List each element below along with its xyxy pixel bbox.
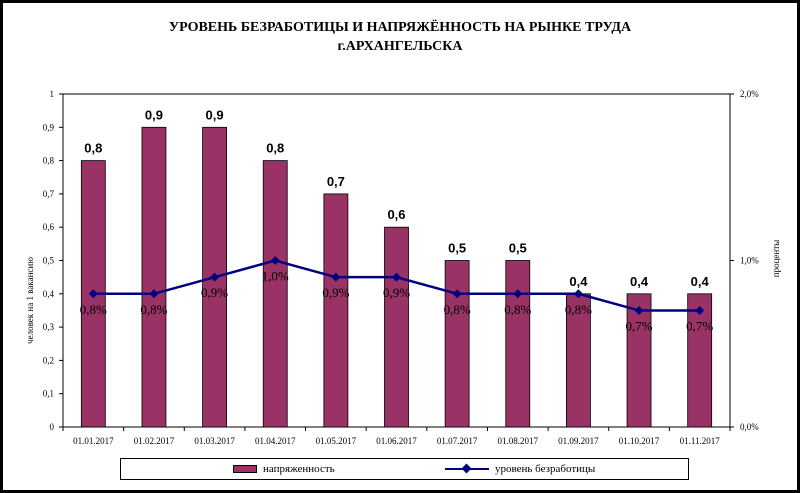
x-tick-label: 01.07.2017	[437, 436, 478, 446]
bar-value-label: 0,4	[569, 274, 588, 289]
legend-line-label: уровень безработицы	[495, 463, 596, 475]
line-value-label: 0,9%	[201, 285, 228, 300]
y-left-tick-label: 0,1	[43, 389, 54, 399]
chart-legend: напряженность уровень безработицы	[120, 458, 689, 480]
chart-title-line2: г.АРХАНГЕЛЬСКА	[337, 39, 463, 54]
line-value-label: 0,7%	[686, 318, 713, 333]
bar-value-label: 0,8	[266, 141, 284, 156]
bar	[687, 293, 713, 428]
bar	[141, 126, 167, 428]
x-tick-label: 01.03.2017	[194, 436, 235, 446]
line-point	[634, 305, 644, 315]
y-right-tick-label: 0,0%	[740, 422, 759, 432]
line-point	[149, 289, 159, 299]
x-tick-label: 01.04.2017	[255, 436, 296, 446]
line-value-label: 0,8%	[504, 302, 531, 317]
bar-value-label: 0,9	[145, 107, 163, 122]
chart-title: УРОВЕНЬ БЕЗРАБОТИЦЫ И НАПРЯЖЁННОСТЬ НА Р…	[0, 18, 800, 56]
y-right-axis-title: проценты	[771, 240, 781, 277]
bar-value-label: 0,7	[327, 174, 345, 189]
line-value-label: 0,8%	[444, 302, 471, 317]
chart-title-line1: УРОВЕНЬ БЕЗРАБОТИЦЫ И НАПРЯЖЁННОСТЬ НА Р…	[168, 20, 632, 35]
line-value-label: 0,9%	[383, 285, 410, 300]
legend-bar-label: напряженность	[263, 463, 335, 475]
legend-line-marker	[461, 463, 472, 474]
x-tick-label: 01.05.2017	[316, 436, 357, 446]
y-left-tick-label: 0,5	[43, 256, 55, 266]
line-point	[573, 289, 583, 299]
line-point	[210, 272, 220, 282]
y-left-axis-title: человек на 1 вакансию	[25, 257, 35, 344]
line-value-label: 0,9%	[322, 285, 349, 300]
line-value-label: 0,7%	[625, 318, 652, 333]
line-value-label: 0,8%	[140, 302, 167, 317]
line-point	[452, 289, 462, 299]
y-left-tick-label: 1	[50, 89, 55, 99]
line-value-label: 0,8%	[565, 302, 592, 317]
bar	[323, 193, 349, 428]
line-value-label: 1,0%	[262, 269, 289, 284]
bar	[505, 260, 531, 428]
bar-value-label: 0,9	[206, 107, 224, 122]
y-left-tick-label: 0,6	[43, 222, 55, 232]
y-right-tick-label: 2,0%	[740, 89, 759, 99]
y-right-tick-label: 1,0%	[740, 256, 759, 266]
x-tick-label: 01.06.2017	[376, 436, 417, 446]
line-point	[270, 256, 280, 265]
line-value-label: 0,8%	[80, 302, 107, 317]
line-point	[392, 272, 401, 282]
line-point	[331, 272, 341, 282]
y-left-tick-label: 0,4	[43, 289, 55, 299]
legend-bar-swatch	[233, 465, 257, 473]
line-point	[513, 289, 523, 299]
line-point	[88, 289, 98, 299]
x-tick-label: 01.01.2017	[73, 436, 114, 446]
bar-value-label: 0,6	[387, 207, 405, 222]
y-left-tick-label: 0	[50, 422, 55, 432]
line-point	[695, 305, 705, 315]
y-left-tick-label: 0,2	[43, 355, 54, 365]
x-tick-label: 01.10.2017	[619, 436, 660, 446]
bar	[384, 226, 409, 428]
bar-value-label: 0,5	[509, 241, 527, 256]
x-tick-label: 01.02.2017	[134, 436, 175, 446]
bar	[262, 160, 288, 428]
bar	[626, 293, 652, 428]
y-left-tick-label: 0,3	[43, 322, 55, 332]
y-left-tick-label: 0,9	[43, 122, 55, 132]
y-left-tick-label: 0,8	[43, 156, 55, 166]
bar	[444, 260, 470, 428]
y-left-tick-label: 0,7	[43, 189, 55, 199]
bar	[566, 293, 591, 428]
bar-value-label: 0,8	[84, 141, 102, 156]
x-tick-label: 01.08.2017	[498, 436, 539, 446]
bar-value-label: 0,4	[691, 274, 710, 289]
bar-value-label: 0,4	[630, 274, 649, 289]
x-tick-label: 01.09.2017	[558, 436, 599, 446]
x-tick-label: 01.11.2017	[680, 436, 721, 446]
bar-value-label: 0,5	[448, 241, 466, 256]
